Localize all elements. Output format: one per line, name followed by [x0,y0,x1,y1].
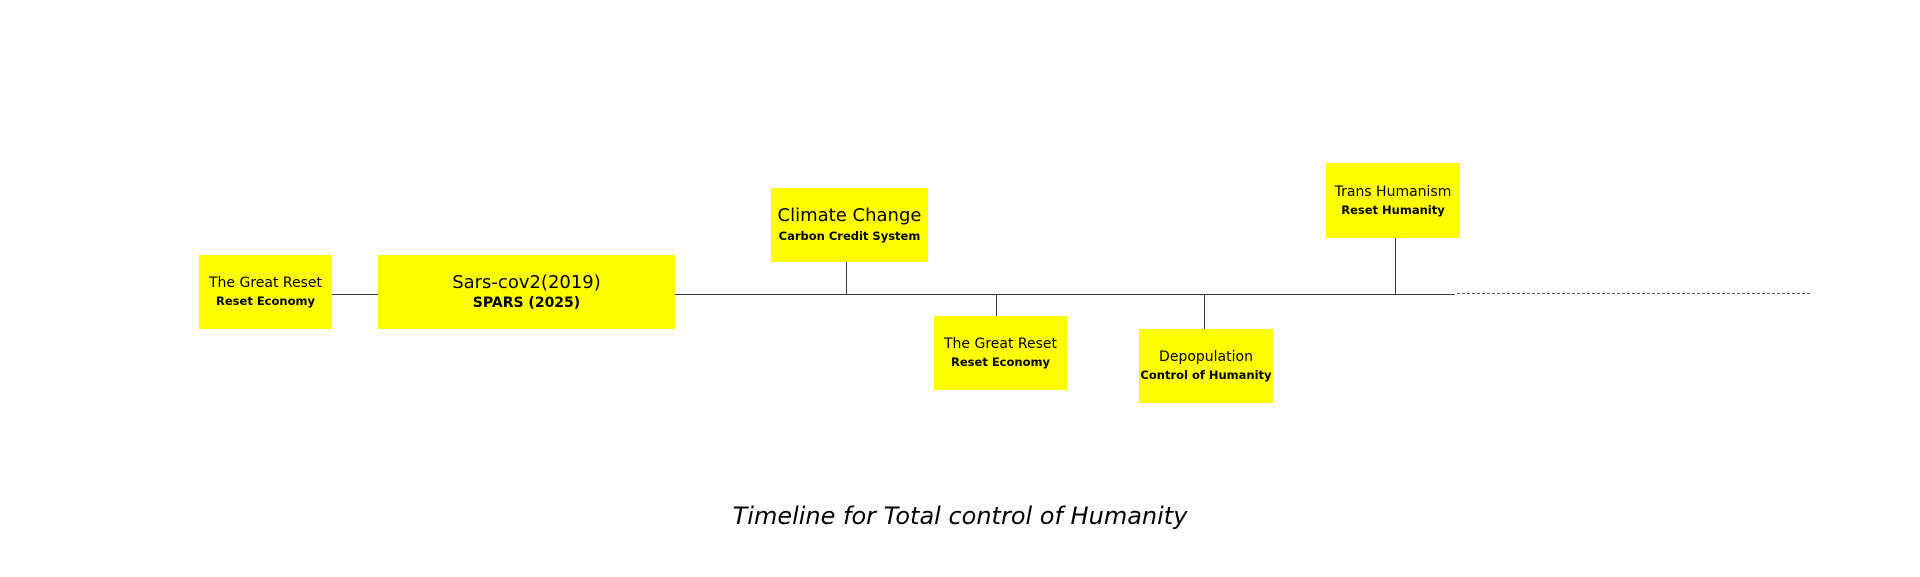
event-title: Sars-cov2(2019) [452,272,601,293]
event-subtitle: SPARS (2025) [472,295,581,311]
event-title: Climate Change [777,205,922,226]
event-title: The Great Reset [943,336,1058,352]
timeline-axis [675,294,1455,295]
connector-reset-to-sars [332,294,378,295]
event-box-great-reset-2: The Great Reset Reset Economy [934,316,1067,390]
tick-great-reset-2 [996,294,997,316]
timeline-future-dashed [1457,293,1810,294]
tick-climate-change [846,262,847,294]
event-box-climate-change: Climate Change Carbon Credit System [771,188,928,262]
tick-depopulation [1204,294,1205,329]
diagram-caption: Timeline for Total control of Humanity [732,502,1188,530]
event-box-depopulation: Depopulation Control of Humanity [1139,329,1273,403]
event-title: Trans Humanism [1334,183,1452,200]
tick-trans-humanism [1395,238,1396,294]
event-box-great-reset: The Great Reset Reset Economy [199,255,332,329]
event-subtitle: Control of Humanity [1140,368,1272,382]
event-subtitle: Carbon Credit System [778,229,921,243]
event-title: Depopulation [1159,349,1253,365]
event-subtitle: Reset Humanity [1341,202,1445,217]
event-box-sars-cov2: Sars-cov2(2019) SPARS (2025) [378,255,675,329]
event-title: The Great Reset [208,275,323,291]
event-subtitle: Reset Economy [216,294,315,308]
event-subtitle: Reset Economy [951,355,1050,369]
event-box-trans-humanism: Trans Humanism Reset Humanity [1326,163,1460,238]
